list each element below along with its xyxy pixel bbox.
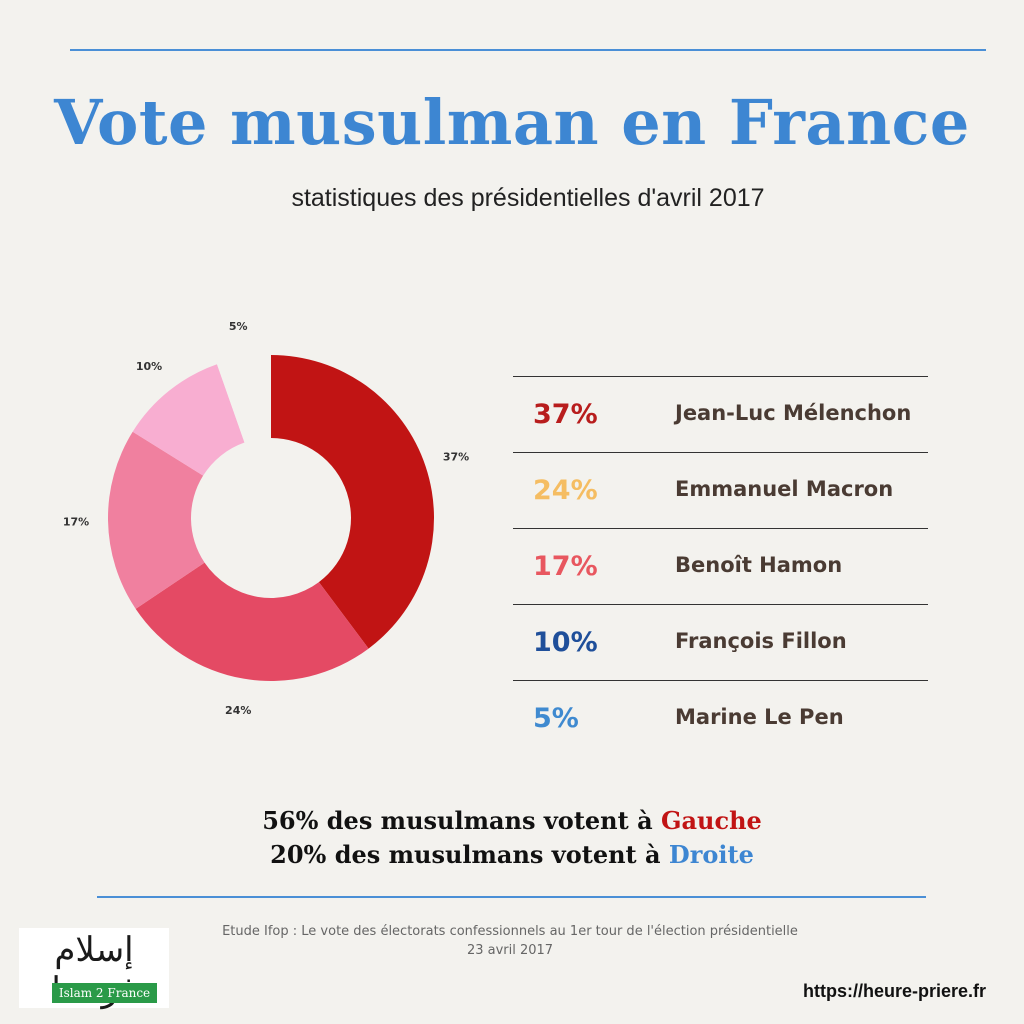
legend-candidate-name: Benoît Hamon xyxy=(675,553,843,577)
donut-chart: 37% 24% 17% 10% 5% xyxy=(63,320,469,717)
top-divider xyxy=(70,49,986,51)
legend-candidate-name: Jean-Luc Mélenchon xyxy=(675,401,912,425)
page-title: Vote musulman en France xyxy=(54,86,970,159)
legend: 37% Jean-Luc Mélenchon 24% Emmanuel Macron 1… xyxy=(513,376,928,756)
donut-value-label: 5% xyxy=(229,320,248,333)
donut-slice xyxy=(271,355,434,649)
legend-row: 5% Marine Le Pen xyxy=(513,680,928,756)
legend-percent: 10% xyxy=(533,627,598,658)
donut-slice xyxy=(108,431,205,609)
legend-row: 17% Benoît Hamon xyxy=(513,528,928,604)
legend-candidate-name: Emmanuel Macron xyxy=(675,477,894,501)
donut-value-label: 10% xyxy=(136,360,162,373)
donut-slice xyxy=(132,364,245,476)
summary-left-text: 56% des musulmans votent à xyxy=(262,806,661,835)
page-subtitle: statistiques des présidentielles d'avril… xyxy=(291,184,765,212)
logo: إسلام فرنسا Islam 2 France xyxy=(19,928,169,1010)
legend-percent: 37% xyxy=(533,399,598,430)
donut-slice xyxy=(135,562,369,681)
summary-right-text: 20% des musulmans votent à xyxy=(270,840,669,869)
source-line-1: Etude Ifop : Le vote des électorats conf… xyxy=(222,924,798,939)
bottom-divider xyxy=(97,896,926,898)
logo-band: Islam 2 France xyxy=(52,983,157,1003)
legend-row: 24% Emmanuel Macron xyxy=(513,452,928,528)
legend-percent: 5% xyxy=(533,703,579,734)
legend-row: 37% Jean-Luc Mélenchon xyxy=(513,376,928,452)
legend-candidate-name: Marine Le Pen xyxy=(675,705,844,729)
legend-percent: 17% xyxy=(533,551,598,582)
donut-value-label: 37% xyxy=(443,450,469,463)
summary-right: 20% des musulmans votent à Droite xyxy=(0,840,1024,869)
source-note: Etude Ifop : Le vote des électorats conf… xyxy=(160,922,860,960)
donut-value-label: 24% xyxy=(225,704,251,717)
summary-left-word: Gauche xyxy=(660,806,762,835)
summary-right-word: Droite xyxy=(668,840,754,869)
legend-percent: 24% xyxy=(533,475,598,506)
legend-row: 10% François Fillon xyxy=(513,604,928,680)
donut-slice xyxy=(216,355,271,443)
summary-left: 56% des musulmans votent à Gauche xyxy=(0,806,1024,835)
donut-value-label: 17% xyxy=(63,515,89,528)
site-url: https://heure-priere.fr xyxy=(802,981,986,1001)
source-line-2: 23 avril 2017 xyxy=(466,943,554,958)
legend-candidate-name: François Fillon xyxy=(675,629,847,653)
